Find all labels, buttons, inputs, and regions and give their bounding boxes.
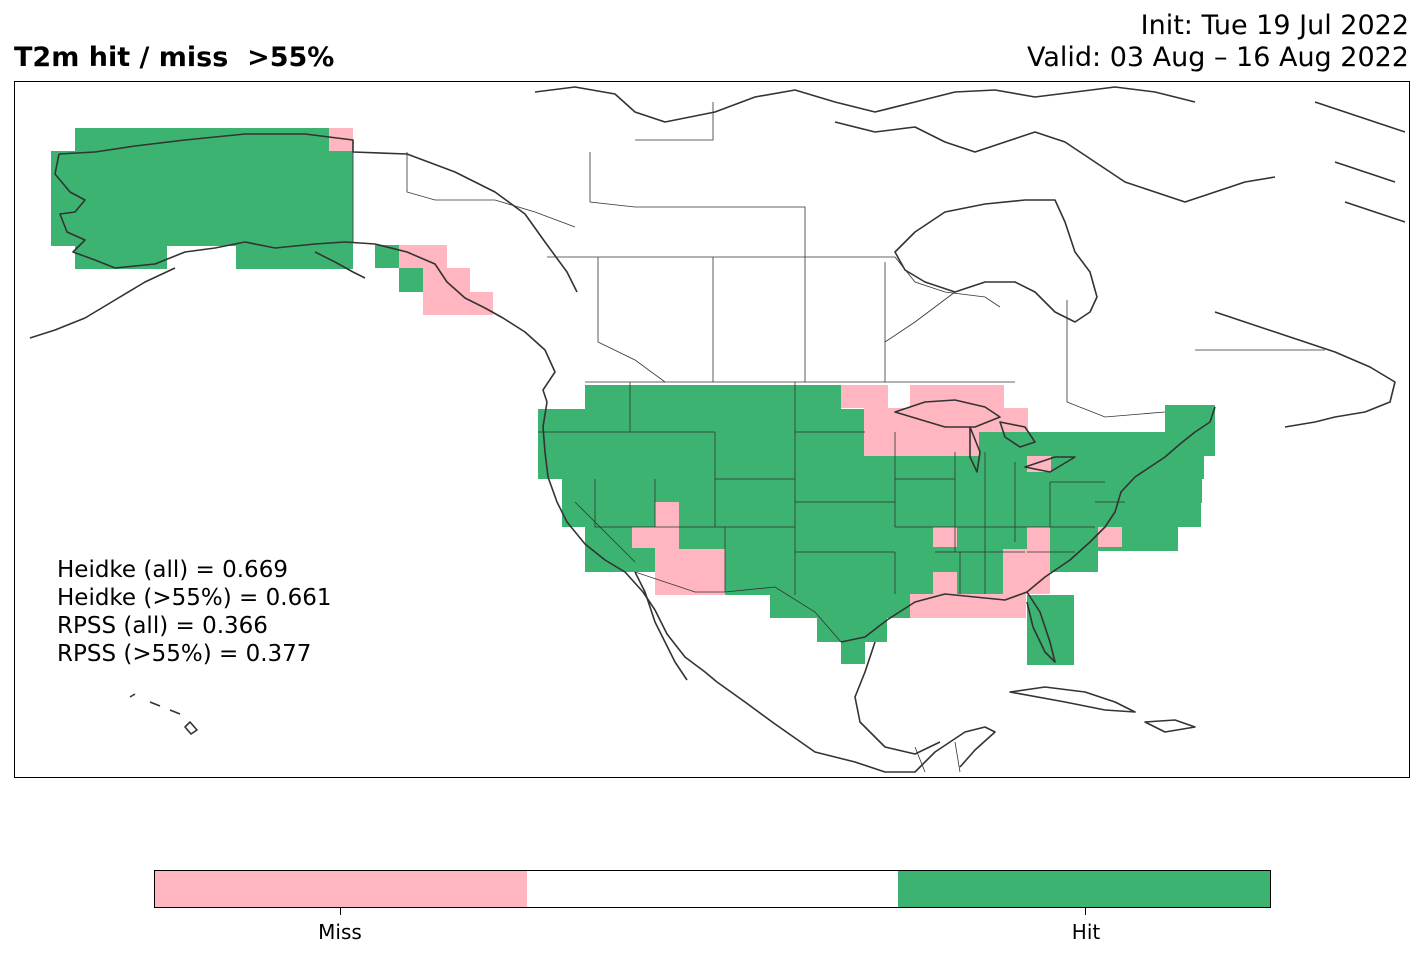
grid-cell-hit xyxy=(51,151,353,221)
grid-cell-hit xyxy=(562,479,1202,503)
rpss-55-score: RPSS (>55%) = 0.377 xyxy=(57,641,312,667)
colorbar-miss-segment xyxy=(155,871,527,907)
grid-cell-miss xyxy=(1098,527,1122,547)
grid-cell-miss xyxy=(910,385,1004,408)
colorbar-neutral-segment xyxy=(526,871,899,907)
grid-cell-miss xyxy=(655,502,679,549)
map-title: T2m hit / miss >55% xyxy=(14,42,335,73)
rpss-all-score: RPSS (all) = 0.366 xyxy=(57,613,268,639)
grid-cell-hit xyxy=(538,409,864,479)
colorbar-hit-tick xyxy=(1085,908,1086,915)
init-date: Init: Tue 19 Jul 2022 xyxy=(1140,10,1409,41)
grid-cell-miss xyxy=(864,408,1028,432)
grid-cell-miss xyxy=(864,432,979,456)
grid-cell-hit xyxy=(75,246,167,269)
grid-cell-hit xyxy=(51,221,353,246)
grid-cell-miss xyxy=(841,385,888,408)
colorbar-miss-tick xyxy=(340,908,341,915)
heidke-55-score: Heidke (>55%) = 0.661 xyxy=(57,585,332,611)
grid-cell-miss xyxy=(933,572,957,594)
coastlines xyxy=(29,86,1406,773)
heidke-all-score: Heidke (all) = 0.669 xyxy=(57,557,288,583)
grid-cell-miss xyxy=(399,245,447,268)
grid-cell-miss xyxy=(933,527,957,547)
grid-cell-hit xyxy=(585,527,1178,551)
grid-cell-hit xyxy=(724,572,1024,595)
grid-cell-hit xyxy=(817,618,887,642)
colorbar xyxy=(154,870,1271,908)
map-panel xyxy=(14,81,1410,778)
valid-range: Valid: 03 Aug – 16 Aug 2022 xyxy=(1026,42,1409,73)
grid-cell-hit xyxy=(1095,456,1175,479)
grid-cell-miss xyxy=(655,549,725,595)
grid-cell-hit xyxy=(1165,405,1215,432)
grid-cell-miss xyxy=(632,527,655,548)
grid-cell-hit xyxy=(375,245,399,268)
grid-cell-hit xyxy=(399,268,423,292)
colorbar-miss-label: Miss xyxy=(318,920,362,944)
grid-cells xyxy=(51,128,1215,665)
skill-scores: Heidke (all) = 0.669 Heidke (>55%) = 0.6… xyxy=(57,556,331,668)
political-borders xyxy=(352,102,1325,773)
map-canvas xyxy=(29,86,1406,773)
grid-cell-hit xyxy=(236,246,353,269)
colorbar-hit-label: Hit xyxy=(1071,920,1101,944)
grid-cell-hit xyxy=(841,642,865,664)
grid-cell-hit xyxy=(585,385,841,409)
grid-cell-miss xyxy=(1027,527,1050,549)
grid-cell-hit xyxy=(75,128,331,151)
grid-cell-miss xyxy=(423,292,493,315)
grid-cell-miss xyxy=(1003,549,1050,594)
grid-cell-hit xyxy=(770,595,910,618)
date-info: Init: Tue 19 Jul 2022 Valid: 03 Aug – 16… xyxy=(1027,10,1409,74)
grid-cell-miss xyxy=(910,594,1026,618)
grid-cell-hit xyxy=(1073,432,1215,456)
colorbar-hit-segment xyxy=(898,871,1271,907)
